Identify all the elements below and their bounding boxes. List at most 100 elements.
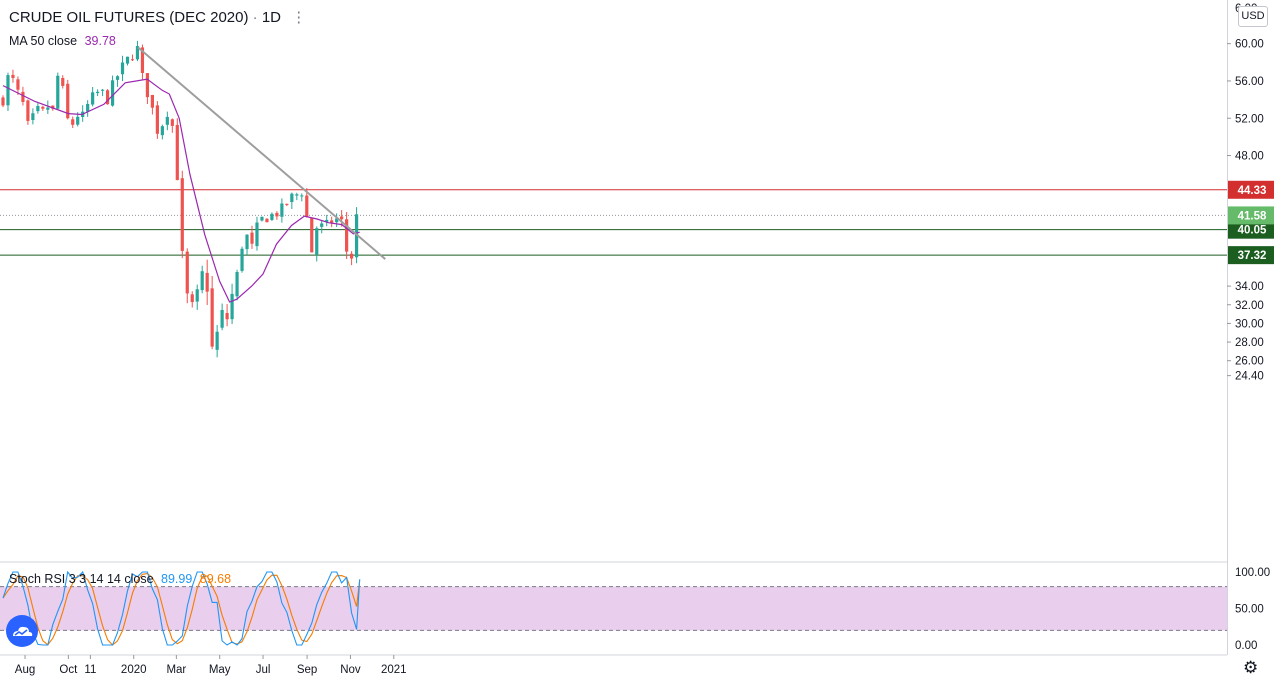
candle — [320, 220, 324, 234]
candle-body — [240, 248, 244, 271]
time-tick-label: Aug — [15, 664, 35, 676]
candle-body — [66, 83, 70, 119]
candle — [135, 40, 140, 62]
candle — [275, 211, 279, 220]
candle-body — [180, 178, 184, 251]
price-tick-label: 34.00 — [1235, 281, 1264, 293]
candle — [195, 284, 199, 310]
candle-body — [200, 271, 204, 291]
candle — [160, 124, 164, 140]
candle — [215, 325, 219, 358]
candle-body — [71, 119, 75, 125]
candle — [96, 89, 100, 97]
candle — [205, 259, 209, 305]
candle-body — [110, 80, 115, 106]
stoch-tick-label: 100.00 — [1235, 567, 1270, 579]
candle-body — [350, 253, 354, 259]
settings-gear-icon[interactable]: ⚙ — [1243, 658, 1259, 677]
candle-body — [335, 218, 339, 223]
stoch-k-line — [2, 570, 361, 646]
candle-body — [280, 203, 284, 217]
price-axis[interactable]: 24.40 26.00 28.00 30.00 32.00 34.00 48.00 52.00… — [1227, 3, 1270, 652]
candle-body — [6, 75, 10, 106]
candle-body — [36, 105, 40, 112]
candle — [310, 217, 314, 253]
candle-body — [101, 89, 105, 91]
symbol-name: CRUDE OIL FUTURES (DEC 2020) — [9, 9, 249, 26]
candle — [190, 291, 194, 308]
time-tick-label: May — [209, 664, 231, 676]
candle — [285, 203, 289, 207]
candle — [1, 95, 5, 108]
stoch-legend[interactable]: Stoch RSI 3 3 14 14 close 89.99 89.68 — [9, 572, 231, 586]
ma-label: MA 50 close — [9, 34, 78, 48]
candle — [41, 105, 45, 111]
time-tick-label: Oct — [59, 664, 78, 676]
stoch-rsi-pane[interactable] — [0, 570, 1227, 646]
candle — [86, 100, 90, 117]
candle — [350, 251, 354, 266]
level-tag-text: 40.05 — [1238, 225, 1267, 237]
candle-body — [255, 222, 259, 247]
candle — [155, 101, 159, 139]
candle — [6, 72, 10, 111]
candle — [260, 216, 264, 222]
candle-body — [145, 73, 150, 98]
candle-body — [225, 312, 229, 320]
price-tick-label: 56.00 — [1235, 76, 1264, 88]
time-tick-label: Sep — [297, 664, 317, 676]
price-tick-label: 24.40 — [1235, 371, 1264, 383]
time-axis[interactable]: Aug Oct 11 2020 Mar May Jul Sep Nov 2021 — [15, 655, 407, 676]
candle — [71, 116, 75, 128]
last-price-text: 41.58 — [1238, 210, 1267, 222]
price-axis-tags: 44.33 40.05 37.32 41.58 — [1228, 180, 1274, 265]
currency-button[interactable]: USD — [1238, 6, 1268, 27]
level-tag-44.33 — [1228, 180, 1274, 199]
time-tick-label: Jul — [256, 664, 271, 676]
level-tag-text: 44.33 — [1238, 185, 1267, 197]
candle-body — [210, 288, 214, 347]
candle-body — [140, 47, 145, 73]
candle-body — [285, 203, 289, 205]
ma-legend[interactable]: MA 50 close 39.78 — [9, 34, 116, 48]
candle — [145, 73, 150, 105]
candle — [220, 303, 224, 331]
candle-body — [175, 124, 179, 181]
candle — [255, 216, 259, 251]
candle-body — [345, 219, 349, 252]
candle-body — [96, 91, 100, 94]
stoch-d-value: 89.68 — [199, 572, 232, 586]
candle-body — [26, 100, 30, 121]
price-tick-label: 28.00 — [1235, 337, 1264, 349]
candle-body — [105, 90, 110, 105]
candle — [330, 216, 334, 228]
candle-body — [115, 76, 120, 80]
price-tick-label: 32.00 — [1235, 300, 1264, 312]
candle-body — [215, 331, 219, 350]
candle-body — [300, 195, 304, 197]
candle — [175, 118, 179, 181]
candle — [31, 108, 35, 125]
candle-body — [185, 251, 189, 294]
candle-body — [155, 105, 159, 134]
ma-value: 39.78 — [84, 34, 116, 48]
candle — [115, 75, 120, 87]
candle — [130, 54, 135, 62]
candle-body — [265, 218, 269, 223]
candle-body — [220, 309, 224, 328]
candle-body — [86, 103, 90, 112]
stoch-k-value: 89.99 — [161, 572, 193, 586]
candle — [225, 304, 229, 327]
price-pane[interactable] — [0, 0, 1228, 656]
ma50-line — [2, 78, 360, 303]
candle — [105, 89, 110, 105]
candle-body — [165, 116, 169, 125]
stoch-tick-label: 50.00 — [1235, 604, 1264, 616]
tradingview-logo-icon[interactable] — [6, 615, 38, 647]
candle — [235, 269, 239, 301]
candle-body — [195, 289, 199, 302]
trendline — [137, 46, 386, 260]
candle-body — [260, 216, 264, 221]
candle-body — [315, 228, 319, 255]
candle — [295, 192, 299, 201]
